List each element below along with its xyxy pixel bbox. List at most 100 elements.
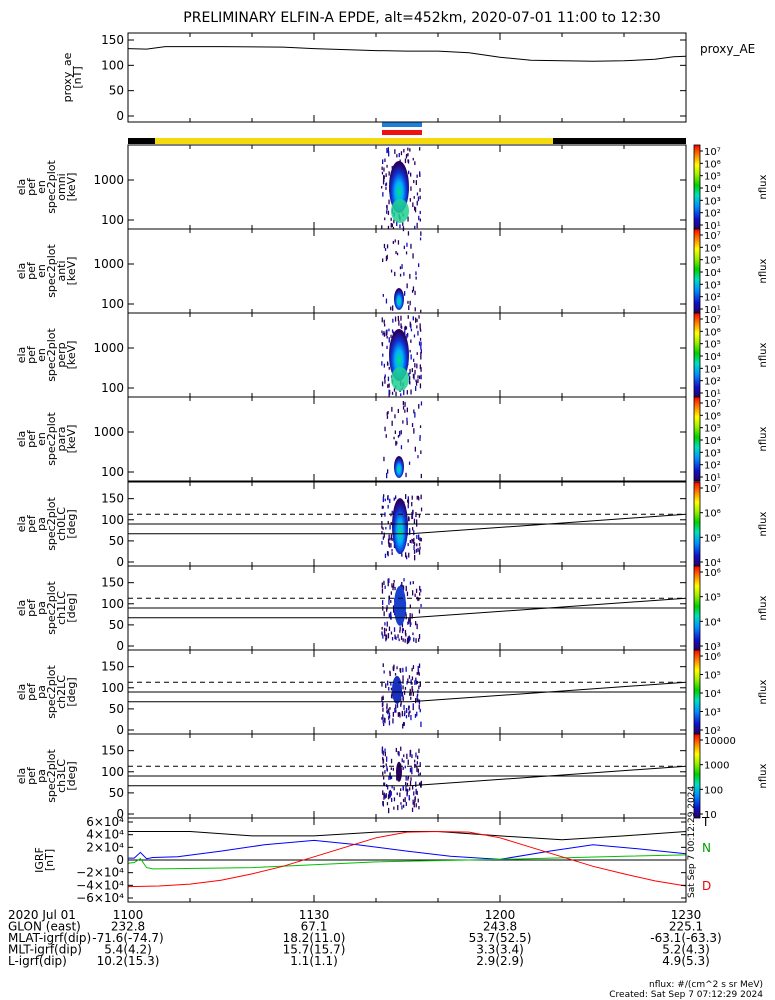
pa_ch2-fleck <box>416 711 418 717</box>
en_spec_omni-ylabel-line: [keV] <box>65 173 78 202</box>
pa_ch1-fleck <box>384 631 386 637</box>
pa_ch2-fleck <box>403 690 406 695</box>
en_spec_omni-fleck <box>387 210 390 215</box>
pa_ch3-fleck <box>413 791 415 796</box>
panel-stack: 150100500proxy_ae[nT]1000100elapefenspec… <box>15 32 769 905</box>
pa_ch0-fleck <box>413 550 416 554</box>
en_spec_anti-fleck <box>420 231 422 236</box>
en_spec_para-fleck <box>419 425 422 428</box>
footer-row-value: 225.1 <box>669 920 703 934</box>
pa_ch1-fleck <box>381 626 383 630</box>
en_spec_anti-frame <box>127 228 687 314</box>
en_spec_anti-fleck <box>399 266 402 270</box>
pa_ch0-fleck <box>401 553 403 557</box>
en_spec_perp-fleck <box>410 328 413 332</box>
pa_ch2-fleck <box>401 710 403 717</box>
pa_ch2-fleck <box>381 717 383 720</box>
pa_ch0-fleck <box>384 553 387 558</box>
pa_ch0-fleck <box>390 534 392 540</box>
pa_ch1-fleck <box>402 628 404 631</box>
pa_ch3-fleck <box>416 790 418 795</box>
pa_ch0-fleck <box>416 543 418 547</box>
en_spec_omni-fleck <box>382 180 385 185</box>
en_spec_perp-ylabel-line: spec2plot <box>45 328 58 382</box>
en_spec_para-fleck <box>384 426 386 432</box>
pa_ch3-fleck <box>404 765 406 769</box>
pa_ch3-fleck <box>415 781 417 788</box>
pa_ch3-fleck <box>403 760 405 763</box>
pa_ch2-fleck <box>403 704 405 710</box>
en_spec_para-fleck <box>406 407 408 413</box>
pa_ch0-fleck <box>390 513 392 517</box>
en_spec_para-fleck <box>387 411 389 415</box>
pa_ch2-fleck <box>417 698 419 703</box>
igrf-ylabel-line: IGRF <box>33 847 46 873</box>
en_spec_para-ylabel-line: en <box>35 432 48 446</box>
en_spec_perp-fleck <box>420 356 422 360</box>
en_spec_omni-ylabel-line: omni <box>55 173 68 200</box>
pa_ch1-ytick-label: 150 <box>101 576 124 590</box>
pa_ch3-fleck <box>419 772 421 776</box>
footer-row-value: 1130 <box>299 908 330 922</box>
en_spec_anti-ytick-label: 1000 <box>93 257 124 271</box>
en_spec_para-fleck <box>400 445 403 450</box>
en_spec_omni-colorbar-label: 10⁷ <box>704 147 721 158</box>
en_spec_perp-fleck <box>400 393 402 397</box>
en_spec_para-fleck <box>411 423 414 428</box>
en_spec_perp-fleck <box>406 334 408 339</box>
pa_ch2-ylabel-line: ch2LC <box>55 675 68 709</box>
pa_ch2-fleck <box>414 713 417 718</box>
en_spec_perp-fleck <box>417 379 419 383</box>
proxy_ae-ylabel: proxy_ae[nT] <box>61 52 84 102</box>
en_spec_omni-fleck <box>408 170 410 175</box>
footer-row-label: MLAT-igrf(dip) <box>8 931 91 945</box>
pa_ch2-fleck <box>383 670 385 674</box>
en_spec_anti-fleck <box>383 243 386 249</box>
pa_ch2-fleck <box>408 705 410 711</box>
en_spec_perp-fleck <box>412 316 414 321</box>
pa_ch1-fleck <box>390 612 392 617</box>
pa_ch3-fleck <box>393 786 395 791</box>
en_spec_para-fleck <box>396 441 398 445</box>
pa_ch2-fleck <box>382 695 384 700</box>
pa_ch2-fleck <box>411 682 413 685</box>
pa_ch0-colorbar-label: 10⁶ <box>704 509 721 520</box>
en_spec_anti-fleck <box>409 273 411 279</box>
pa_ch3-colorbar-title: nflux <box>758 763 769 788</box>
pa_ch1-fleck <box>409 604 411 609</box>
pa_ch3-fleck <box>382 771 384 776</box>
pa_ch2-fleck <box>401 692 403 697</box>
pa_ch2-fleck <box>387 709 389 715</box>
pa_ch0-fleck <box>411 538 413 544</box>
en_spec_anti-colorbar-label: 10⁶ <box>704 243 721 254</box>
pa_ch3-fleck <box>391 797 393 802</box>
pa_ch2-fleck <box>412 665 415 669</box>
footer-row-value: 15.7(15.7) <box>283 943 346 957</box>
pa_ch2-fleck <box>417 665 419 672</box>
pa_ch0-ylabel-line: ch0LC <box>55 507 68 541</box>
en_spec_para-fleck <box>406 421 408 426</box>
footer-row-value: 243.8 <box>483 920 517 934</box>
pa_ch2-fleck <box>391 692 393 697</box>
en_spec_perp-fleck <box>392 318 394 323</box>
en_spec_omni-fleck <box>407 147 409 151</box>
en_spec_omni-fleck <box>412 202 414 208</box>
en_spec_omni-fleck <box>387 225 390 229</box>
pa_ch0-fleck <box>381 525 383 529</box>
pa_ch1-lc-rise <box>409 597 687 619</box>
en_spec_perp-ytick-label: 1000 <box>93 341 124 355</box>
pa_ch1-fleck <box>383 611 385 617</box>
pa_ch2-fleck <box>403 722 405 726</box>
pa_ch0-fleck <box>408 552 410 558</box>
pa_ch1-fleck <box>404 638 406 643</box>
en_spec_para-fleck <box>386 472 388 479</box>
pa_ch0-fleck <box>381 521 383 525</box>
pa_ch3-fleck <box>392 767 394 771</box>
pa_ch1-fleck <box>393 609 395 613</box>
pa_ch2-fleck <box>411 686 413 691</box>
pa_ch2-fleck <box>414 680 416 685</box>
pa_ch3-flecks <box>381 746 422 814</box>
en_spec_omni-colorbar-title: nflux <box>758 174 769 199</box>
en_spec_para-fleck <box>385 434 387 438</box>
